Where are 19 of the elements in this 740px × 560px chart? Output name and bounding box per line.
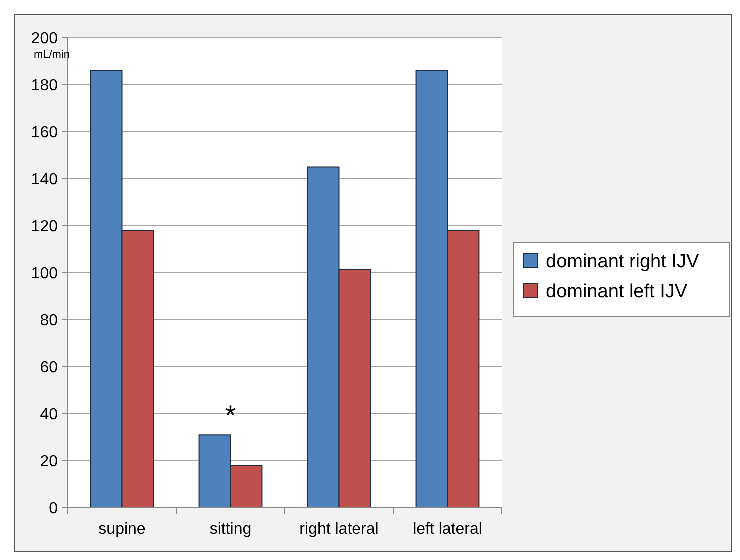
y-tick-label: 40 — [40, 406, 58, 424]
x-tick-label: supine — [98, 521, 146, 538]
y-tick-label: 160 — [31, 124, 58, 142]
x-tick-label: right lateral — [300, 521, 379, 538]
y-tick-label: 140 — [31, 172, 58, 189]
y-tick-label: 100 — [31, 266, 58, 283]
y-tick-label: 120 — [31, 218, 58, 236]
y-axis-title: mL/min — [34, 49, 70, 61]
annotation: * — [225, 400, 236, 432]
legend-label: dominant right IJV — [546, 252, 700, 273]
y-tick-label: 60 — [40, 360, 58, 377]
y-tick-label: 80 — [40, 312, 58, 330]
x-tick-label: sitting — [210, 521, 252, 538]
legend-label: dominant left IJV — [546, 282, 688, 303]
y-tick-label: 20 — [40, 454, 58, 471]
y-tick-label: 200 — [31, 30, 58, 48]
y-tick-label: 0 — [49, 500, 58, 518]
x-tick-label: left lateral — [413, 521, 482, 538]
y-tick-label: 180 — [31, 78, 58, 95]
